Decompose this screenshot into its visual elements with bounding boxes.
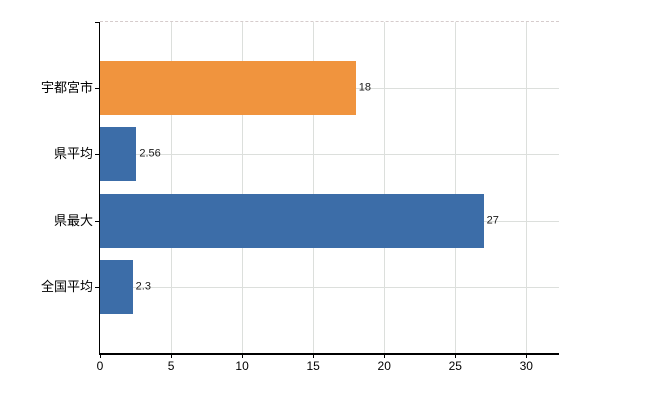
y-axis-tick bbox=[95, 88, 100, 90]
x-axis-tick bbox=[171, 353, 173, 358]
x-axis-tick bbox=[384, 353, 386, 358]
value-label: 27 bbox=[486, 214, 499, 227]
x-tick-label: 30 bbox=[519, 359, 533, 373]
category-label: 宇都宮市 bbox=[40, 80, 93, 96]
bar bbox=[100, 61, 356, 116]
plot-top-border bbox=[100, 21, 559, 22]
vertical-gridline bbox=[455, 22, 457, 353]
x-tick-label: 5 bbox=[167, 359, 175, 373]
value-label: 18 bbox=[358, 81, 372, 94]
vertical-gridline bbox=[171, 22, 173, 353]
vertical-gridline bbox=[526, 22, 528, 353]
y-axis-tick bbox=[95, 286, 100, 288]
x-tick-label: 25 bbox=[448, 359, 462, 373]
bar bbox=[100, 193, 484, 248]
vertical-gridline bbox=[242, 22, 244, 353]
category-label: 県平均 bbox=[53, 146, 93, 162]
value-label: 2.3 bbox=[135, 280, 151, 293]
x-axis-tick bbox=[242, 353, 244, 358]
bar bbox=[100, 127, 137, 182]
x-axis-tick bbox=[455, 353, 457, 358]
x-tick-label: 10 bbox=[235, 359, 249, 373]
y-axis-tick bbox=[95, 220, 100, 222]
y-axis bbox=[98, 22, 100, 353]
vertical-gridline bbox=[313, 22, 315, 353]
x-tick-label: 15 bbox=[306, 359, 320, 373]
x-axis-tick bbox=[100, 353, 101, 358]
x-tick-label: 0 bbox=[96, 359, 104, 373]
x-axis-tick bbox=[526, 353, 528, 358]
x-axis-tick bbox=[313, 353, 315, 358]
vertical-gridline bbox=[384, 22, 386, 353]
y-axis-tick bbox=[95, 154, 100, 156]
category-label: 県最大 bbox=[53, 212, 93, 228]
bar bbox=[100, 259, 133, 314]
y-axis-end-tick bbox=[95, 22, 100, 23]
horizontal-gridline bbox=[100, 286, 559, 288]
value-label: 2.56 bbox=[139, 147, 161, 160]
x-axis bbox=[98, 353, 559, 355]
x-tick-label: 20 bbox=[377, 359, 391, 373]
category-label: 全国平均 bbox=[40, 278, 93, 294]
horizontal-gridline bbox=[100, 154, 559, 156]
